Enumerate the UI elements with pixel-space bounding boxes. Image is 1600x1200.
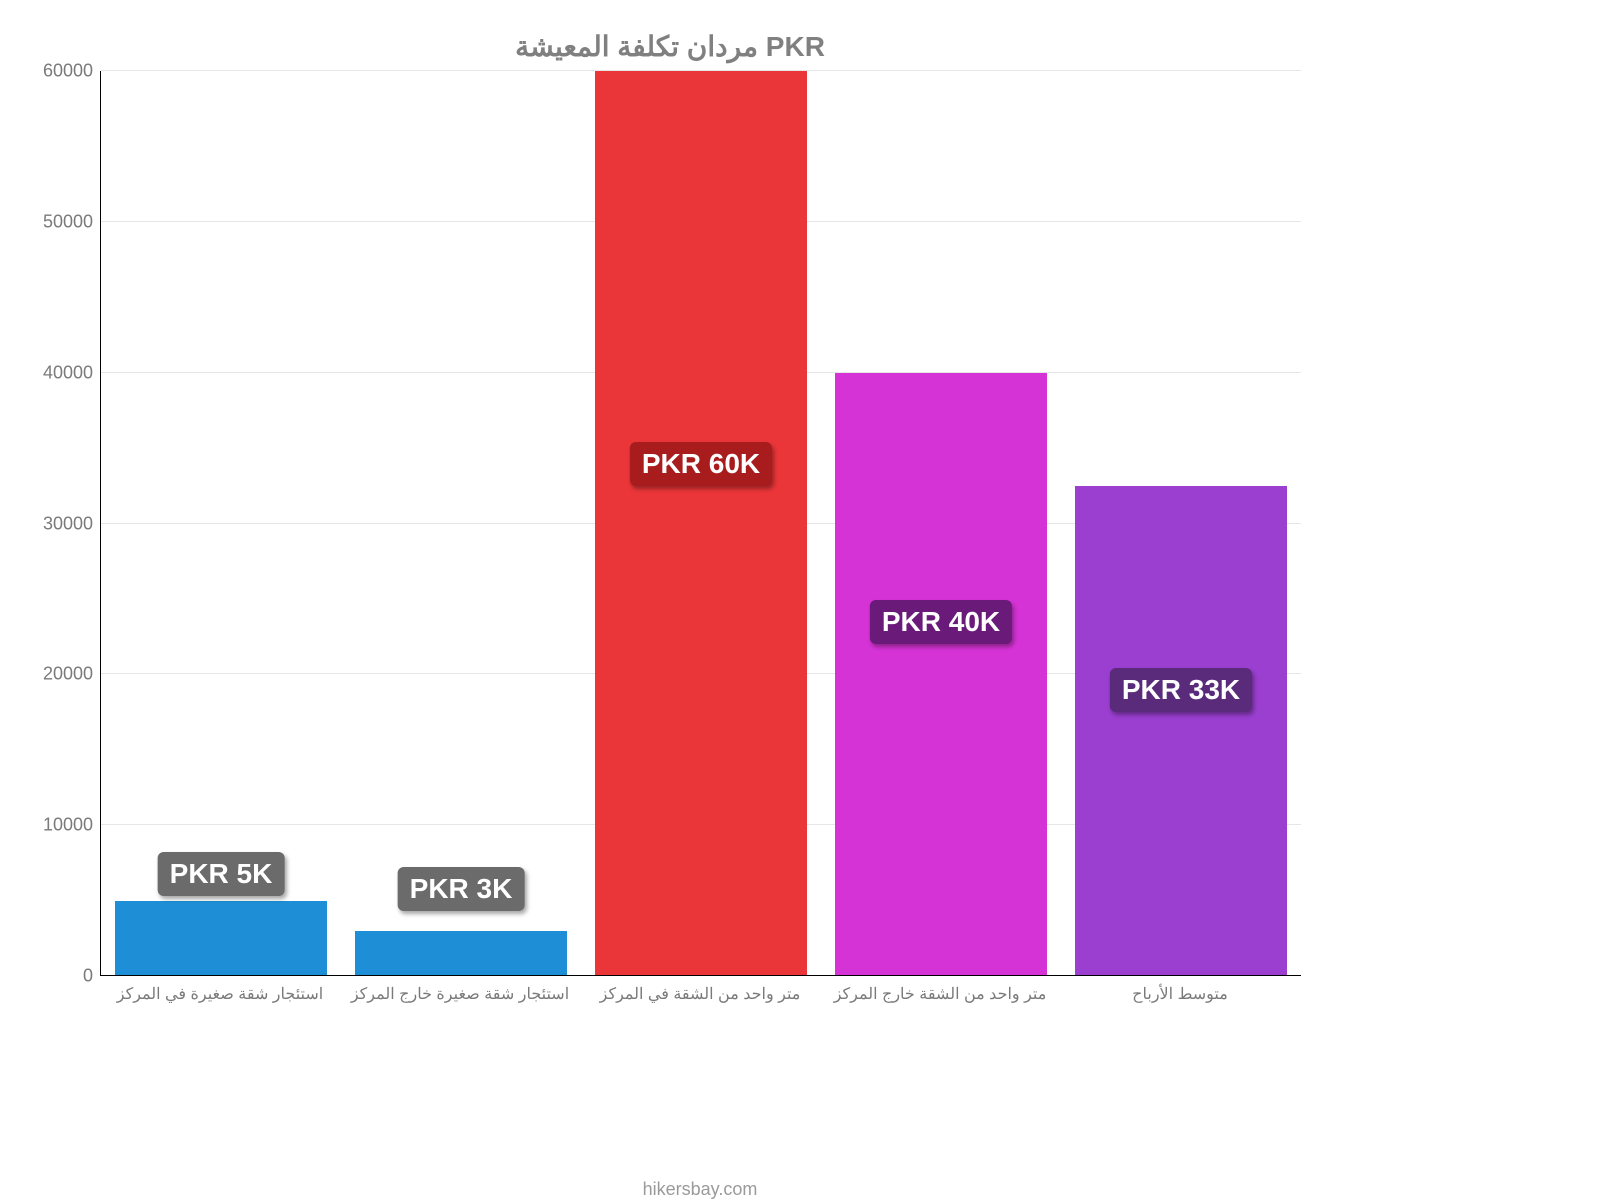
x-tick-label: متر واحد من الشقة خارج المركز [834, 984, 1047, 1004]
bar [595, 71, 806, 976]
bars-layer: PKR 5K PKR 3K PKR 60K PKR 40K PKR 33K [101, 71, 1301, 976]
x-tick-label: استئجار شقة صغيرة خارج المركز [351, 984, 569, 1004]
y-tick-label: 20000 [43, 664, 101, 685]
value-badge: PKR 3K [398, 867, 525, 911]
value-badge: PKR 40K [870, 600, 1012, 644]
y-tick-label: 60000 [43, 61, 101, 82]
y-tick-label: 50000 [43, 211, 101, 232]
y-tick-label: 30000 [43, 513, 101, 534]
value-badge: PKR 5K [158, 852, 285, 896]
chart-title: مردان تكلفة المعيشة PKR [30, 30, 1310, 63]
x-tick-label: متوسط الأرباح [1132, 984, 1228, 1004]
cost-of-living-chart: مردان تكلفة المعيشة PKR PKR 5KPKR 3KPKR … [30, 30, 1310, 1070]
bar [115, 901, 326, 976]
plot-area: PKR 5KPKR 3KPKR 60KPKR 40KPKR 33K 010000… [100, 71, 1301, 976]
value-badge: PKR 60K [630, 442, 772, 486]
bar [1075, 486, 1286, 976]
attribution-text: hikersbay.com [30, 1179, 1370, 1200]
value-badge: PKR 33K [1110, 668, 1252, 712]
x-tick-label: متر واحد من الشقة في المركز [600, 984, 801, 1004]
y-tick-label: 0 [83, 966, 101, 987]
x-axis-labels: استئجار شقة صغيرة في المركز استئجار شقة ص… [100, 976, 1300, 1026]
bar [835, 373, 1046, 976]
x-tick-label: استئجار شقة صغيرة في المركز [117, 984, 323, 1004]
y-tick-label: 40000 [43, 362, 101, 383]
bar [355, 931, 566, 976]
y-tick-label: 10000 [43, 815, 101, 836]
